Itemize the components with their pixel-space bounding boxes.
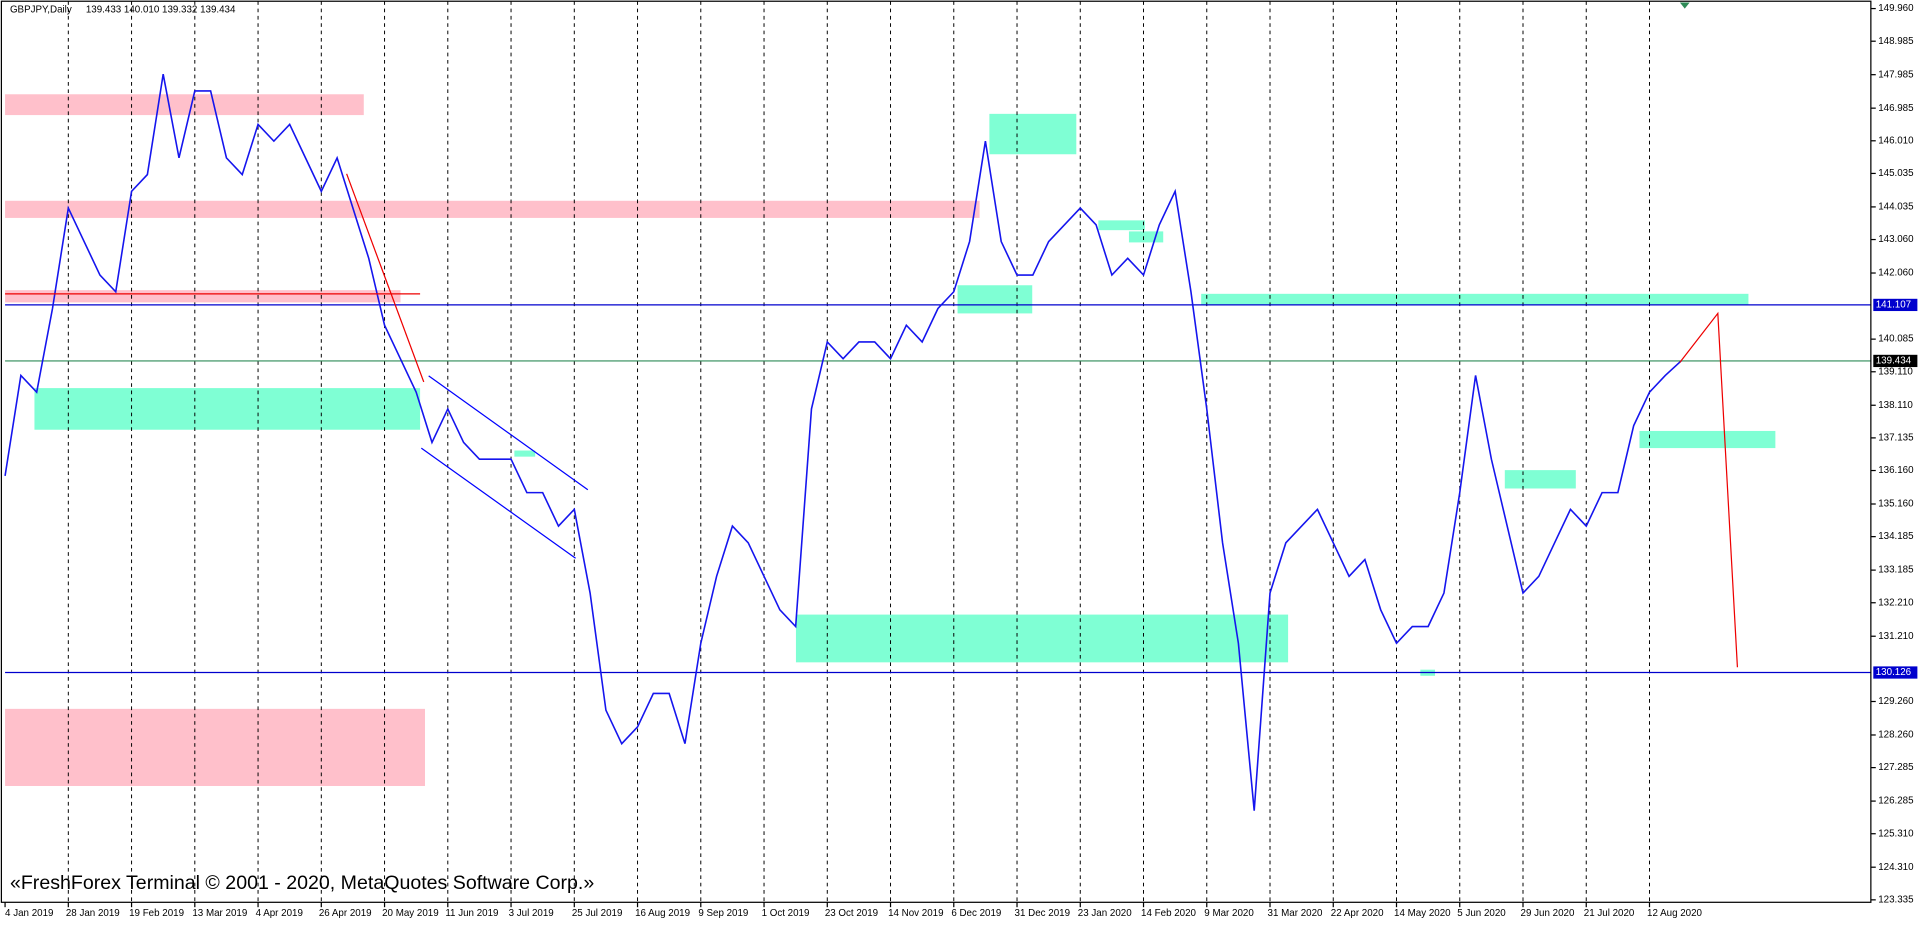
y-tick-label: 149.960 xyxy=(1878,3,1914,14)
x-tick-label: 23 Oct 2019 xyxy=(825,908,878,919)
x-tick-label: 14 Nov 2019 xyxy=(888,908,943,919)
level-label: 139.434 xyxy=(1876,356,1912,367)
y-tick-label: 143.060 xyxy=(1878,234,1914,245)
y-tick-label: 128.260 xyxy=(1878,730,1914,741)
x-tick-label: 19 Feb 2019 xyxy=(129,908,184,919)
x-tick-label: 11 Jun 2019 xyxy=(445,908,498,919)
levels xyxy=(5,304,1871,674)
y-tick-label: 131.210 xyxy=(1878,631,1914,642)
y-tick-label: 148.985 xyxy=(1878,36,1914,47)
channel-line xyxy=(428,375,589,491)
channel-line xyxy=(420,447,576,559)
demand-zone xyxy=(1639,430,1776,449)
y-tick-label: 140.085 xyxy=(1878,334,1914,345)
level-label: 141.107 xyxy=(1876,300,1911,311)
grid xyxy=(67,1,1650,903)
price-line xyxy=(4,74,1682,811)
zones xyxy=(5,94,1776,786)
x-tick-label: 12 Aug 2020 xyxy=(1647,908,1702,919)
level-tag xyxy=(1873,298,1918,312)
y-tick-label: 137.135 xyxy=(1878,432,1914,443)
y-tick-label: 126.285 xyxy=(1878,796,1914,807)
y-tick-label: 135.160 xyxy=(1878,499,1914,510)
y-tick-label: 146.010 xyxy=(1878,135,1914,146)
demand-zone xyxy=(1201,293,1749,305)
x-tick-label: 31 Mar 2020 xyxy=(1268,908,1323,919)
y-tick-label: 125.310 xyxy=(1878,828,1914,839)
y-tick-label: 129.260 xyxy=(1878,696,1914,707)
ohlc: 139.433 140.010 139.332 139.434 xyxy=(86,4,236,15)
demand-zone xyxy=(514,450,536,457)
drawings xyxy=(5,2,1739,668)
frame xyxy=(0,0,1872,903)
marker xyxy=(1679,2,1690,9)
level-label: 130.126 xyxy=(1876,667,1912,678)
x-tick-label: 22 Apr 2020 xyxy=(1331,908,1384,919)
demand-zone xyxy=(795,614,1289,663)
demand-zone xyxy=(1504,470,1576,489)
projection xyxy=(1679,311,1739,668)
demand-zone xyxy=(989,113,1077,155)
supply-zone xyxy=(5,290,401,303)
demand-zone xyxy=(1128,231,1164,243)
x-tick-label: 3 Jul 2019 xyxy=(509,908,554,919)
demand-zone xyxy=(957,285,1033,314)
x-tick-label: 23 Jan 2020 xyxy=(1078,908,1132,919)
x-tick-label: 4 Jan 2019 xyxy=(5,908,53,919)
x-tick-label: 25 Jul 2019 xyxy=(572,908,623,919)
y-tick-label: 136.160 xyxy=(1878,465,1914,476)
x-tick-label: 28 Jan 2019 xyxy=(66,908,120,919)
demand-zone xyxy=(1098,220,1145,231)
chart-title: GBPJPY,Daily xyxy=(10,4,72,15)
x-tick-label: 1 Oct 2019 xyxy=(762,908,810,919)
x-tick-label: 16 Aug 2019 xyxy=(635,908,690,919)
watermark: «FreshForex Terminal © 2001 - 2020, Meta… xyxy=(10,872,594,894)
x-tick-label: 26 Apr 2019 xyxy=(319,908,372,919)
supply-zone xyxy=(5,708,425,786)
level-tag xyxy=(1873,666,1918,679)
level-tag xyxy=(1873,354,1918,368)
x-tick-label: 4 Apr 2019 xyxy=(256,908,303,919)
plot xyxy=(4,74,1682,811)
x-tick-label: 14 May 2020 xyxy=(1394,908,1451,919)
y-tick-label: 139.110 xyxy=(1878,366,1913,377)
y-tick-label: 147.985 xyxy=(1878,69,1914,80)
demand-zone xyxy=(34,388,421,430)
x-tick-label: 9 Sep 2019 xyxy=(698,908,748,919)
x-tick-label: 20 May 2019 xyxy=(382,908,439,919)
trend-line xyxy=(346,173,425,383)
y-tick-label: 142.060 xyxy=(1878,268,1914,279)
y-tick-label: 144.035 xyxy=(1878,202,1914,213)
supply-zone xyxy=(5,200,980,218)
y-tick-label: 132.210 xyxy=(1878,597,1914,608)
y-tick-label: 146.985 xyxy=(1878,103,1914,114)
y-tick-label: 138.110 xyxy=(1878,400,1913,411)
x-tick-label: 31 Dec 2019 xyxy=(1015,908,1070,919)
y-tick-label: 123.335 xyxy=(1878,894,1914,905)
y-tick-label: 145.035 xyxy=(1878,168,1914,179)
y-tick-label: 124.310 xyxy=(1878,862,1914,873)
x-tick-label: 5 Jun 2020 xyxy=(1457,908,1506,919)
x-tick-label: 14 Feb 2020 xyxy=(1141,908,1196,919)
x-tick-label: 6 Dec 2019 xyxy=(951,908,1001,919)
supply-zone xyxy=(5,94,364,116)
y-tick-label: 133.185 xyxy=(1878,565,1914,576)
x-tick-label: 29 Jun 2020 xyxy=(1521,908,1575,919)
y-tick-label: 134.185 xyxy=(1878,531,1914,542)
x-tick-label: 21 Jul 2020 xyxy=(1584,908,1635,919)
y-tick-label: 127.285 xyxy=(1878,762,1914,773)
x-tick-label: 13 Mar 2019 xyxy=(192,908,247,919)
x-tick-label: 9 Mar 2020 xyxy=(1204,908,1254,919)
